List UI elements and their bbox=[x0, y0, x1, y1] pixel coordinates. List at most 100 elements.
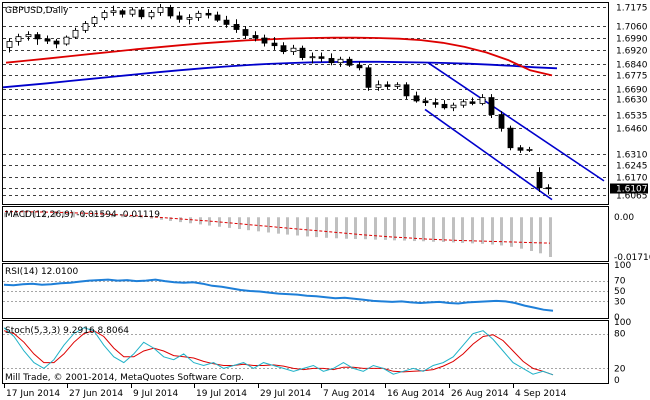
price-level-grid bbox=[3, 7, 608, 196]
macd-histogram-bar bbox=[432, 217, 435, 242]
rsi-axis-label: 0 bbox=[614, 313, 620, 323]
candle-body bbox=[526, 149, 533, 151]
macd-histogram-bar bbox=[471, 217, 474, 244]
price-level-label: 1.6535 bbox=[616, 112, 648, 122]
macd-histogram-bar bbox=[140, 217, 143, 219]
price-level-label: 1.6920 bbox=[616, 47, 648, 57]
candle-body bbox=[214, 14, 221, 21]
macd-histogram-bar bbox=[539, 217, 542, 254]
main-panel-frame bbox=[2, 2, 609, 205]
candle-body bbox=[233, 24, 240, 30]
time-axis: 17 Jun 2014 27 Jun 2014 9 Jul 2014 19 Jul 2… bbox=[4, 384, 567, 399]
macd-histogram-bar bbox=[53, 211, 56, 218]
moving-averages bbox=[2, 36, 558, 89]
time-tick-label: 29 Jul 2014 bbox=[260, 389, 311, 399]
macd-histogram-bar bbox=[72, 211, 75, 218]
candle-body bbox=[223, 19, 230, 25]
candle-body bbox=[432, 102, 439, 105]
macd-histogram-bar bbox=[43, 211, 46, 218]
macd-histogram-bar bbox=[208, 217, 211, 226]
time-tick-label: 4 Sep 2014 bbox=[515, 389, 567, 399]
stoch-title: Stoch(5,3,3) 9.2916 8.8064 bbox=[5, 326, 129, 336]
candle-body bbox=[460, 101, 467, 106]
stoch-panel: 100 80 20 0 bbox=[3, 318, 631, 386]
candle-body bbox=[129, 9, 136, 15]
macd-histogram-bar bbox=[238, 217, 241, 230]
candle-body bbox=[252, 35, 259, 39]
candle-body bbox=[479, 97, 486, 104]
macd-histogram-bar bbox=[510, 217, 513, 247]
macd-histogram-bar bbox=[257, 217, 260, 232]
candle-body bbox=[25, 34, 32, 38]
candle-body bbox=[328, 58, 335, 64]
candle-body bbox=[290, 47, 297, 53]
price-level-label: 1.6630 bbox=[616, 96, 648, 106]
candle-body bbox=[545, 187, 552, 190]
candle-body bbox=[346, 58, 353, 66]
macd-histogram-bar bbox=[345, 217, 348, 239]
copyright-text: Mill Trade, © 2001-2014, MetaQuotes Soft… bbox=[5, 373, 244, 383]
macd-histogram-bar bbox=[452, 217, 455, 243]
candle-body bbox=[138, 9, 145, 18]
price-level-label: 1.6840 bbox=[616, 61, 648, 71]
macd-histogram-bar bbox=[228, 217, 231, 228]
current-price-box bbox=[610, 183, 648, 194]
stoch-axis-label: 20 bbox=[614, 364, 626, 374]
candle-body bbox=[299, 47, 306, 58]
candle-body bbox=[271, 42, 278, 47]
macd-histogram-bar bbox=[179, 217, 182, 223]
macd-histogram-bar bbox=[335, 217, 338, 239]
macd-histogram-bar bbox=[286, 217, 289, 235]
macd-histogram-bar bbox=[23, 211, 26, 218]
rsi-panel-frame bbox=[2, 263, 609, 319]
macd-histogram-bar bbox=[189, 217, 192, 224]
macd-histogram-bar bbox=[101, 213, 104, 218]
trend-channel bbox=[424, 62, 605, 201]
candle-body bbox=[63, 36, 70, 45]
macd-histogram-bar bbox=[150, 217, 153, 219]
macd-histogram-bar bbox=[520, 217, 523, 249]
candle-body bbox=[318, 56, 325, 59]
candle-body bbox=[205, 12, 212, 16]
candle-body bbox=[280, 45, 287, 53]
candle-body bbox=[365, 67, 372, 88]
time-tick-label: 16 Aug 2014 bbox=[387, 389, 445, 399]
ma-slow-line bbox=[2, 60, 558, 89]
macd-histogram-bar bbox=[481, 217, 484, 244]
stoch-axis-label: 100 bbox=[614, 318, 631, 328]
candle-body bbox=[72, 29, 79, 38]
macd-histogram-bar bbox=[296, 217, 299, 236]
candle-body bbox=[101, 12, 108, 19]
candle-body bbox=[356, 64, 363, 69]
time-tick-label: 9 Jul 2014 bbox=[133, 389, 178, 399]
macd-histogram-bar bbox=[374, 217, 377, 240]
candle-body bbox=[261, 37, 268, 44]
macd-histogram-bar bbox=[325, 217, 328, 238]
macd-histogram-bar bbox=[393, 217, 396, 241]
candle-body bbox=[488, 97, 495, 115]
macd-histogram-bar bbox=[160, 217, 163, 220]
time-tick-label: 17 Jun 2014 bbox=[6, 389, 60, 399]
price-level-label: 1.6310 bbox=[616, 151, 648, 161]
macd-histogram-bar bbox=[169, 217, 172, 221]
macd-histogram-bar bbox=[111, 214, 114, 218]
macd-panel: 0.00 -0.01716 bbox=[4, 211, 650, 263]
macd-histogram-bar bbox=[413, 217, 416, 242]
time-tick-label: 7 Aug 2014 bbox=[323, 389, 375, 399]
candle-body bbox=[110, 10, 117, 13]
price-level-label: 1.6107 bbox=[616, 185, 648, 195]
macd-histogram-bar bbox=[82, 212, 85, 218]
candle-body bbox=[517, 147, 524, 151]
symbol-title: GBPUSD,Daily bbox=[5, 6, 69, 16]
candle-body bbox=[384, 84, 391, 87]
macd-histogram-bar bbox=[354, 217, 357, 239]
price-level-label: 1.6170 bbox=[616, 174, 648, 184]
rsi-axis-label: 100 bbox=[614, 261, 631, 271]
candlesticks bbox=[6, 4, 552, 195]
candle-body bbox=[34, 34, 41, 40]
time-tick-label: 26 Aug 2014 bbox=[451, 389, 509, 399]
